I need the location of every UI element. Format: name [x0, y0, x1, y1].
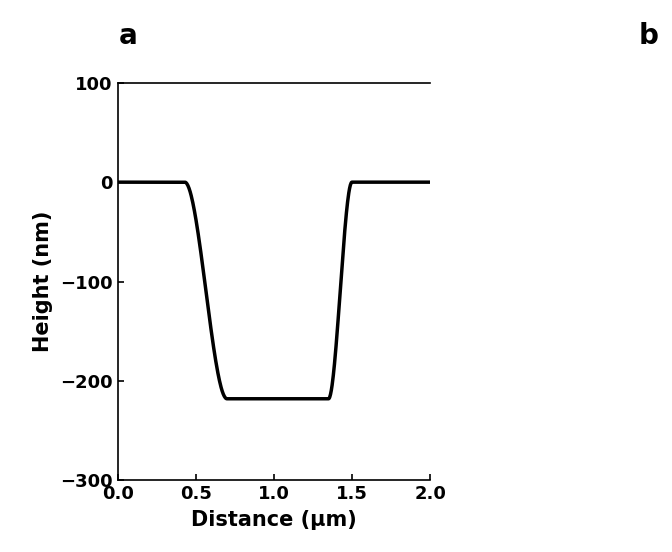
X-axis label: Distance (μm): Distance (μm)	[191, 510, 357, 530]
Y-axis label: Height (nm): Height (nm)	[33, 211, 53, 352]
Text: a: a	[118, 22, 137, 50]
Text: b: b	[638, 22, 659, 50]
